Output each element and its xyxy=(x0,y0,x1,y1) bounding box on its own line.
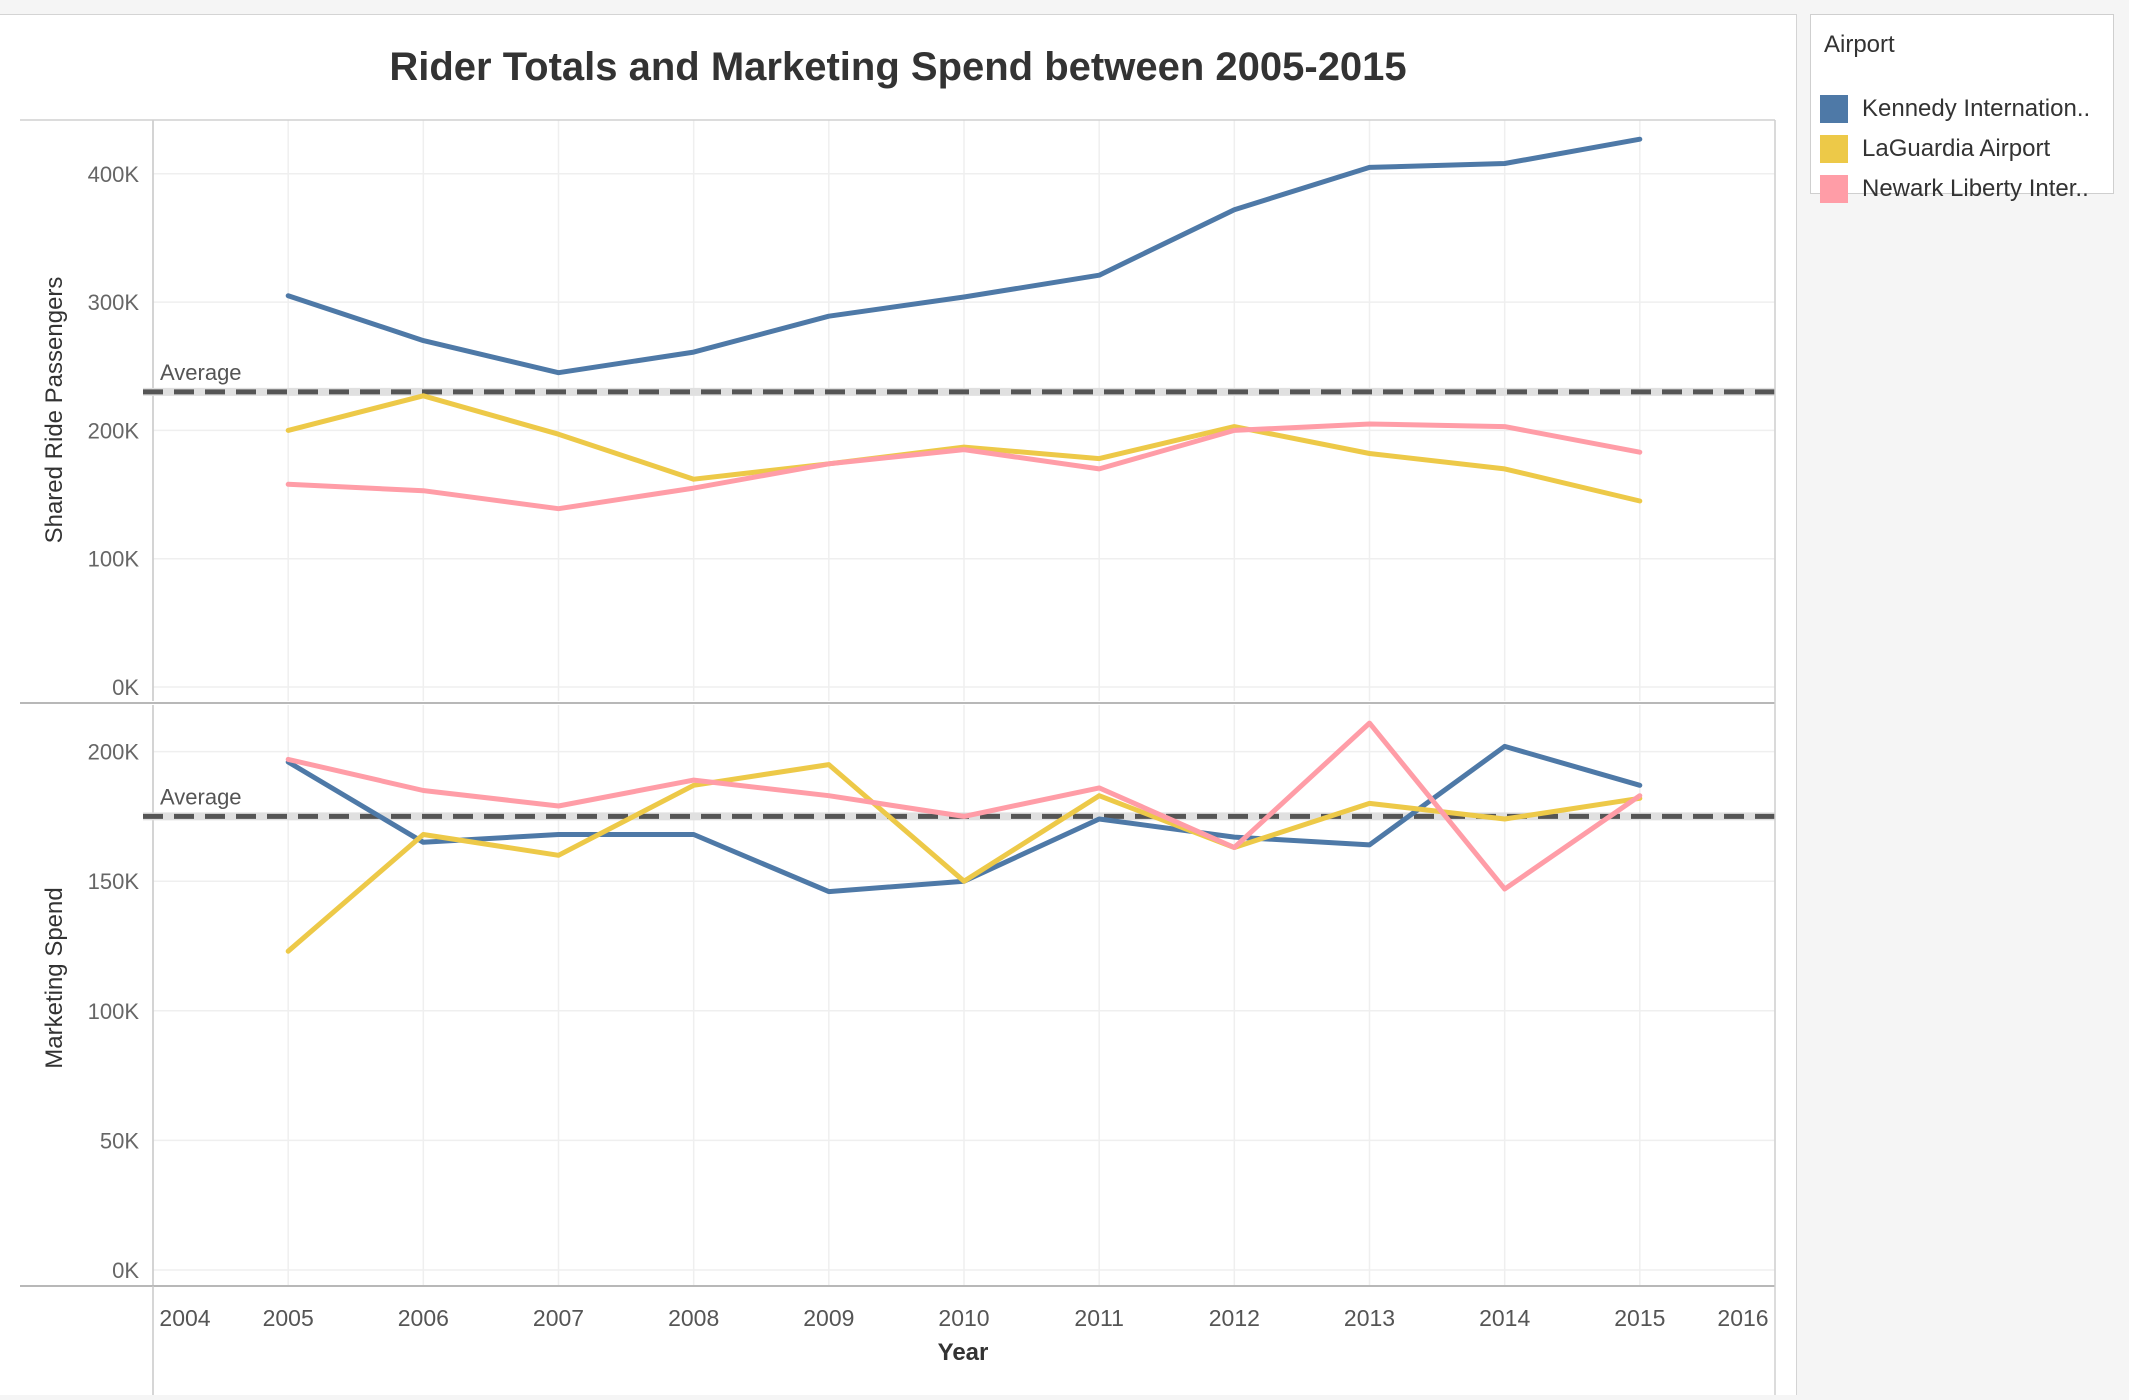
y-tick-label: 300K xyxy=(88,290,140,315)
x-tick-label: 2004 xyxy=(159,1305,210,1331)
average-line-label: Average xyxy=(160,360,242,385)
x-tick-label: 2007 xyxy=(533,1305,584,1331)
x-tick-label: 2008 xyxy=(668,1305,719,1331)
y-tick-label: 150K xyxy=(88,869,140,894)
y-tick-label: 100K xyxy=(88,999,140,1024)
x-tick-label: 2011 xyxy=(1074,1305,1123,1331)
plot-area-marketing: 0K 50K 100K 150K 200K Average xyxy=(88,705,1776,1285)
legend-swatch-laguardia xyxy=(1820,135,1848,163)
legend-title: Airport xyxy=(1824,31,1895,58)
chart-svg: Rider Totals and Marketing Spend between… xyxy=(20,45,1776,1395)
series-line-laguardia-airport xyxy=(285,762,1643,954)
x-axis: 2004 2005 2006 2007 2008 2009 2010 2011 2012 2013… xyxy=(159,1305,1768,1331)
legend-item-newark[interactable]: Newark Liberty Inter.. xyxy=(1816,171,2110,205)
y-tick-label: 400K xyxy=(88,162,140,187)
series-line-kennedy-internation xyxy=(285,136,1643,376)
x-tick-label: 2015 xyxy=(1614,1305,1665,1331)
average-line-label: Average xyxy=(160,784,242,809)
legend-label-kennedy: Kennedy Internation.. xyxy=(1862,95,2091,122)
legend-label-laguardia: LaGuardia Airport xyxy=(1862,135,2051,162)
plot-area-passengers: 0K 100K 200K 300K 400K Average xyxy=(88,120,1776,701)
series-line-newark-liberty-inter xyxy=(285,720,1643,892)
legend-item-laguardia[interactable]: LaGuardia Airport xyxy=(1816,131,2110,165)
legend-item-kennedy[interactable]: Kennedy Internation.. xyxy=(1816,91,2110,125)
chart-panel: Rider Totals and Marketing Spend between… xyxy=(0,14,1797,1395)
legend-label-newark: Newark Liberty Inter.. xyxy=(1862,175,2089,202)
y-tick-label: 0K xyxy=(112,675,139,700)
legend-swatch-kennedy xyxy=(1820,95,1848,123)
series-line-newark-liberty-inter xyxy=(285,421,1643,512)
y-tick-label: 200K xyxy=(88,418,140,443)
y-axis-label-passengers: Shared Ride Passengers xyxy=(41,277,68,544)
x-tick-label: 2009 xyxy=(803,1305,854,1331)
x-tick-label: 2013 xyxy=(1344,1305,1395,1331)
legend-swatch-newark xyxy=(1820,175,1848,203)
x-tick-label: 2016 xyxy=(1717,1305,1768,1331)
x-tick-label: 2006 xyxy=(398,1305,449,1331)
legend: Airport Kennedy Internation.. LaGuardia … xyxy=(1810,14,2114,203)
x-axis-label: Year xyxy=(938,1339,989,1366)
y-tick-label: 200K xyxy=(88,740,140,765)
x-tick-label: 2005 xyxy=(263,1305,314,1331)
x-tick-label: 2014 xyxy=(1479,1305,1530,1331)
y-axis-label-marketing: Marketing Spend xyxy=(41,887,68,1068)
y-tick-label: 50K xyxy=(100,1128,139,1153)
x-tick-label: 2012 xyxy=(1209,1305,1260,1331)
y-tick-label: 0K xyxy=(112,1258,139,1283)
chart-title: Rider Totals and Marketing Spend between… xyxy=(389,45,1406,89)
y-tick-label: 100K xyxy=(88,547,140,572)
x-tick-label: 2010 xyxy=(938,1305,989,1331)
